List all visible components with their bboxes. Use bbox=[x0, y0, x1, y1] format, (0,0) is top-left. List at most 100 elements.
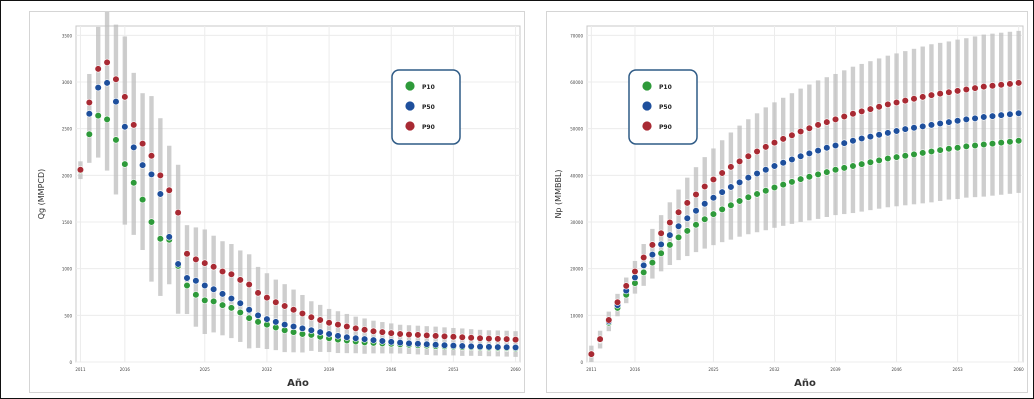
data-point-p50 bbox=[866, 132, 875, 141]
data-point-p50 bbox=[814, 147, 822, 155]
data-point-p90 bbox=[458, 333, 466, 341]
data-point-p50 bbox=[945, 118, 953, 126]
data-point-p90 bbox=[927, 91, 936, 99]
data-point-p50 bbox=[927, 121, 936, 129]
data-point-p10 bbox=[201, 296, 209, 305]
uncertainty-band bbox=[442, 327, 447, 356]
uncertainty-band bbox=[96, 26, 101, 158]
data-point-p50 bbox=[458, 342, 466, 350]
x-tick-label: 2025 bbox=[708, 367, 719, 372]
data-point-p50 bbox=[298, 324, 307, 333]
data-point-p90 bbox=[254, 289, 262, 297]
data-point-p10 bbox=[997, 139, 1005, 147]
data-point-p90 bbox=[263, 294, 271, 302]
data-point-p50 bbox=[378, 337, 386, 345]
data-point-p90 bbox=[138, 140, 147, 148]
data-point-p50 bbox=[361, 335, 369, 343]
data-point-p90 bbox=[121, 93, 129, 101]
data-point-p90 bbox=[587, 350, 595, 358]
data-point-p90 bbox=[325, 319, 333, 327]
data-point-p90 bbox=[666, 218, 674, 227]
x-tick-label: 2060 bbox=[1014, 367, 1025, 372]
x-tick-label: 2039 bbox=[830, 367, 841, 372]
x-tick-label: 2011 bbox=[586, 367, 597, 372]
data-point-p50 bbox=[736, 178, 744, 186]
data-point-p10 bbox=[884, 154, 892, 163]
data-point-p90 bbox=[622, 282, 630, 290]
data-point-p50 bbox=[858, 134, 866, 143]
data-point-p50 bbox=[962, 115, 970, 123]
data-point-p50 bbox=[901, 125, 909, 133]
data-point-p50 bbox=[192, 277, 200, 285]
y-tick-label: 10000 bbox=[570, 313, 583, 318]
y-tick-label: 0 bbox=[69, 360, 72, 365]
data-point-p90 bbox=[130, 121, 138, 129]
data-point-p50 bbox=[130, 143, 138, 151]
data-point-p10 bbox=[718, 205, 726, 213]
x-tick-label: 2039 bbox=[324, 367, 335, 372]
data-point-p90 bbox=[94, 65, 102, 73]
y-tick-label: 30000 bbox=[570, 220, 583, 225]
data-point-p90 bbox=[85, 98, 93, 107]
legend-marker-p50 bbox=[404, 100, 416, 112]
data-point-p50 bbox=[954, 117, 962, 125]
data-point-p90 bbox=[988, 82, 997, 90]
data-point-p10 bbox=[94, 111, 102, 120]
x-tick-label: 2046 bbox=[891, 367, 902, 372]
data-point-p50 bbox=[648, 251, 656, 259]
data-point-p10 bbox=[805, 173, 813, 181]
data-point-p90 bbox=[762, 143, 770, 151]
data-point-p10 bbox=[736, 197, 744, 205]
data-point-p90 bbox=[831, 115, 840, 123]
data-point-p90 bbox=[805, 124, 813, 132]
data-point-p50 bbox=[112, 97, 120, 106]
data-point-p90 bbox=[183, 250, 191, 258]
data-point-p50 bbox=[718, 188, 726, 196]
data-point-p50 bbox=[183, 274, 191, 282]
data-point-p10 bbox=[85, 130, 93, 138]
data-point-p90 bbox=[980, 83, 988, 91]
data-point-p90 bbox=[218, 267, 227, 276]
uncertainty-band bbox=[220, 241, 225, 336]
data-point-p90 bbox=[423, 331, 431, 340]
data-point-p90 bbox=[316, 316, 324, 324]
legend-label-p90: P90 bbox=[422, 124, 435, 131]
y-tick-label: 1500 bbox=[62, 220, 73, 225]
data-point-p50 bbox=[1015, 109, 1023, 117]
data-point-p10 bbox=[988, 140, 997, 148]
chart-panel-np: 0 10000 20000 30000 40000 50000 60000 70000 2011… bbox=[546, 11, 1028, 393]
y-tick-label: 2000 bbox=[62, 173, 73, 178]
data-point-p90 bbox=[814, 121, 822, 129]
data-point-p90 bbox=[613, 298, 622, 306]
data-point-p50 bbox=[980, 113, 988, 121]
data-point-p10 bbox=[138, 196, 147, 204]
data-point-p50 bbox=[727, 183, 735, 191]
data-point-p90 bbox=[797, 127, 805, 136]
data-point-p10 bbox=[779, 181, 787, 189]
data-point-p90 bbox=[858, 107, 866, 115]
data-point-p10 bbox=[788, 178, 796, 186]
data-point-p10 bbox=[980, 140, 988, 149]
data-point-p90 bbox=[954, 87, 962, 95]
data-point-p10 bbox=[892, 153, 901, 161]
data-point-p90 bbox=[236, 276, 244, 284]
y-axis-label: Np (MMBBL) bbox=[554, 169, 563, 218]
data-point-p50 bbox=[875, 131, 883, 139]
data-point-p50 bbox=[334, 332, 342, 340]
data-point-p50 bbox=[227, 294, 235, 303]
data-point-p10 bbox=[770, 183, 779, 192]
uncertainty-band bbox=[335, 311, 341, 354]
data-point-p90 bbox=[201, 259, 209, 267]
data-point-p90 bbox=[753, 147, 761, 156]
data-point-p50 bbox=[884, 129, 892, 137]
data-point-p50 bbox=[387, 338, 395, 346]
data-point-p90 bbox=[369, 327, 378, 335]
data-point-p10 bbox=[831, 166, 840, 174]
legend-label-p10: P10 bbox=[422, 84, 435, 91]
uncertainty-band bbox=[451, 327, 456, 356]
data-point-p90 bbox=[174, 209, 182, 217]
data-point-p90 bbox=[744, 152, 752, 160]
uncertainty-band bbox=[344, 313, 350, 354]
data-point-p50 bbox=[272, 318, 280, 326]
y-tick-label: 3000 bbox=[62, 80, 73, 85]
